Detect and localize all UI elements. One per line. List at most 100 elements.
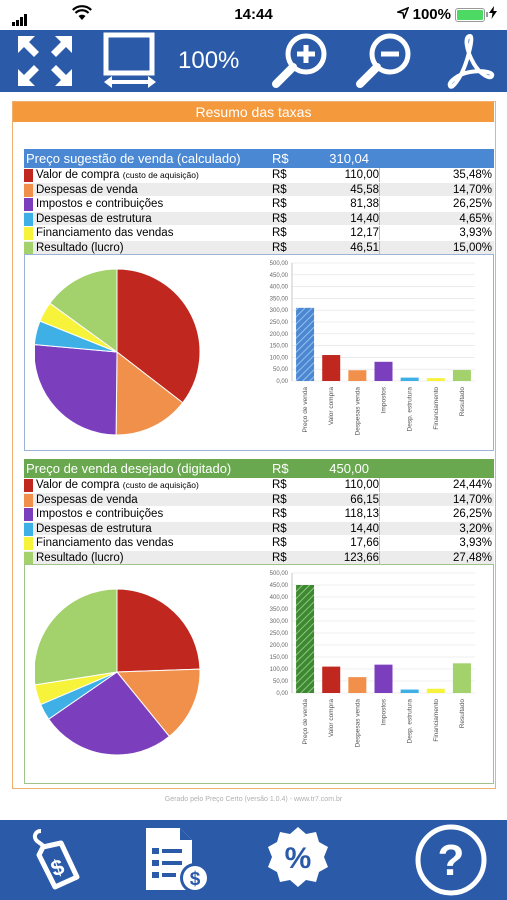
pie-slice bbox=[47, 671, 171, 756]
help-button[interactable]: ? bbox=[408, 820, 494, 900]
section1-pie-chart bbox=[35, 268, 201, 436]
row-label: Impostos e contribuições bbox=[36, 508, 163, 520]
row-percent: 14,70% bbox=[452, 493, 492, 506]
x-tick-label: Despesas venda bbox=[354, 699, 361, 748]
section1-bar-chart: 0,00 50,00 100,00 150,00 200,00 250,00 300,00 3… bbox=[270, 261, 475, 436]
x-tick-label: Desp. estrutura bbox=[407, 699, 414, 744]
price-tag-button[interactable]: $ bbox=[16, 820, 96, 900]
row-value: 46,51 bbox=[350, 241, 379, 254]
y-tick-label: 450,00 bbox=[270, 583, 289, 589]
row-label: Despesas de estrutura bbox=[36, 213, 152, 225]
zoom-in-icon bbox=[272, 33, 327, 88]
row-label-text: Financiamento das vendas bbox=[36, 227, 174, 239]
y-tick-label: 100,00 bbox=[270, 355, 289, 361]
row-percent: 35,48% bbox=[452, 169, 492, 181]
bar bbox=[322, 355, 341, 381]
row-currency: R$ bbox=[272, 493, 287, 506]
row-percent: 4,65% bbox=[459, 212, 492, 225]
x-tick-label: Impostos bbox=[381, 698, 388, 725]
section2-table: Preço de venda desejado (digitado) R$ 45… bbox=[24, 459, 494, 565]
x-tick-label: Resultado bbox=[459, 387, 466, 417]
bottom-tab-bar: $ $ % ? bbox=[0, 820, 507, 900]
svg-text:?: ? bbox=[438, 836, 465, 885]
row-percent: 27,48% bbox=[452, 551, 492, 564]
section2-currency: R$ bbox=[272, 461, 289, 476]
y-tick-label: 500,00 bbox=[270, 571, 289, 577]
section2-total: 450,00 bbox=[329, 461, 369, 476]
row-value: 123,66 bbox=[343, 551, 379, 564]
y-tick-label: 350,00 bbox=[270, 607, 289, 613]
pie-slice bbox=[49, 268, 118, 353]
expand-arrows-icon bbox=[18, 36, 72, 86]
row-percent: 3,20% bbox=[459, 522, 492, 535]
y-tick-label: 400,00 bbox=[270, 595, 289, 601]
bar bbox=[296, 585, 315, 693]
row-label-note: (custo de aquisição) bbox=[122, 480, 199, 490]
y-tick-label: 350,00 bbox=[270, 296, 289, 302]
pie-slice bbox=[115, 350, 184, 436]
row-value: 17,66 bbox=[350, 537, 379, 549]
row-currency: R$ bbox=[272, 183, 287, 196]
pie-slice bbox=[35, 344, 118, 436]
legend-swatch bbox=[24, 479, 33, 492]
bar bbox=[374, 664, 393, 693]
zoom-level: 100% bbox=[178, 47, 240, 74]
row-label-text: Valor de compra bbox=[36, 169, 120, 181]
legend-swatch bbox=[24, 212, 33, 226]
bar bbox=[426, 688, 445, 693]
report-title: Resumo das taxas bbox=[13, 102, 494, 122]
y-tick-label: 150,00 bbox=[270, 344, 289, 350]
row-label: Valor de compra (custo de aquisição) bbox=[36, 169, 199, 181]
row-percent: 26,25% bbox=[452, 508, 492, 520]
fit-width-button[interactable] bbox=[98, 30, 162, 92]
row-value: 118,13 bbox=[344, 508, 379, 520]
y-tick-label: 150,00 bbox=[270, 655, 289, 661]
row-label-text: Despesas de venda bbox=[36, 493, 138, 506]
table-row: Financiamento das vendas R$ 12,17 3,93% bbox=[24, 226, 494, 241]
row-label: Despesas de estrutura bbox=[36, 523, 152, 535]
bar bbox=[400, 689, 419, 693]
legend-swatch bbox=[24, 198, 33, 211]
zoom-out-button[interactable] bbox=[352, 30, 416, 92]
row-percent: 3,93% bbox=[459, 537, 492, 549]
percent-badge-icon: % bbox=[268, 827, 328, 887]
row-label-text: Resultado (lucro) bbox=[36, 551, 124, 564]
section1-title: Preço sugestão de venda (calculado) bbox=[26, 151, 241, 166]
x-tick-label: Impostos bbox=[381, 386, 388, 413]
row-label-note: (custo de aquisição) bbox=[122, 170, 199, 180]
table-row: Despesas de estrutura R$ 14,40 3,20% bbox=[24, 521, 494, 536]
row-currency: R$ bbox=[272, 212, 287, 225]
table-row: Valor de compra (custo de aquisição) R$ 11… bbox=[24, 168, 494, 183]
row-label: Resultado (lucro) bbox=[36, 242, 124, 254]
pie-slice bbox=[116, 588, 201, 673]
legend-swatch bbox=[24, 508, 33, 521]
fullscreen-button[interactable] bbox=[12, 30, 78, 92]
zoom-in-button[interactable] bbox=[268, 30, 332, 92]
pdf-icon bbox=[447, 33, 495, 89]
y-tick-label: 200,00 bbox=[270, 643, 289, 649]
table-row: Valor de compra (custo de aquisição) R$ 11… bbox=[24, 478, 494, 493]
row-value: 14,40 bbox=[350, 212, 379, 225]
row-label: Financiamento das vendas bbox=[36, 537, 173, 549]
row-currency: R$ bbox=[272, 537, 287, 549]
table-row: Despesas de venda R$ 45,58 14,70% bbox=[24, 182, 494, 197]
row-currency: R$ bbox=[272, 169, 287, 181]
section2-header: Preço de venda desejado (digitado) R$ 45… bbox=[24, 459, 494, 478]
export-pdf-button[interactable] bbox=[440, 30, 500, 92]
row-currency: R$ bbox=[272, 551, 287, 564]
row-label-text: Financiamento das vendas bbox=[36, 537, 174, 549]
y-tick-label: 450,00 bbox=[270, 273, 289, 279]
zoom-out-icon bbox=[356, 33, 411, 88]
row-value: 110,00 bbox=[344, 479, 379, 491]
cellular-signal-icon bbox=[12, 9, 28, 26]
row-label: Resultado (lucro) bbox=[36, 552, 124, 564]
table-row: Resultado (lucro) R$ 123,66 27,48% bbox=[24, 550, 494, 565]
bar bbox=[374, 361, 393, 381]
tax-percentage-button[interactable]: % bbox=[258, 820, 338, 900]
expense-list-button[interactable]: $ bbox=[138, 820, 218, 900]
pie-slice bbox=[116, 268, 201, 404]
row-value: 81,38 bbox=[350, 198, 379, 210]
invoice-dollar-icon: $ bbox=[146, 828, 210, 893]
x-tick-label: Despesas venda bbox=[354, 387, 361, 436]
section2-title: Preço de venda desejado (digitado) bbox=[26, 461, 232, 476]
